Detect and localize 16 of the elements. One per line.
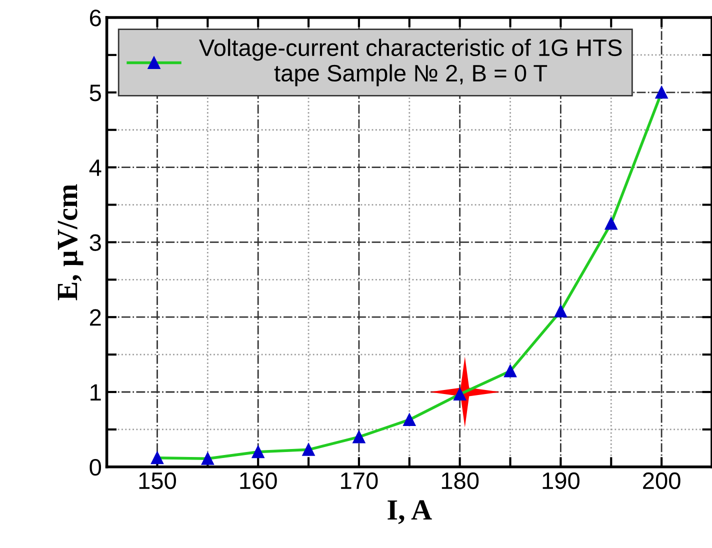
x-tick-label: 160 — [240, 472, 277, 490]
y-tick-label: 4 — [89, 160, 102, 176]
y-tick-label: 5 — [90, 84, 101, 102]
y-tick-label: 2 — [90, 309, 101, 326]
x-tick-label: 190 — [542, 472, 580, 490]
y-tick-label: 6 — [90, 10, 101, 26]
x-tick-label: 180 — [442, 472, 479, 490]
y-tick-label: 0 — [90, 458, 102, 476]
y-axis-title: E, μV/cm — [58, 184, 84, 300]
x-tick-label: 150 — [139, 472, 176, 490]
x-tick-label: 170 — [341, 472, 378, 490]
x-tick-label: 200 — [643, 472, 680, 490]
y-tick-label: 1 — [90, 384, 101, 401]
x-axis-title: I, A — [388, 500, 432, 524]
legend-label: Voltage-current characteristic of 1G HTS tape Sample № 2, B = 0 T — [198, 38, 622, 86]
y-tick-label: 3 — [90, 234, 101, 252]
